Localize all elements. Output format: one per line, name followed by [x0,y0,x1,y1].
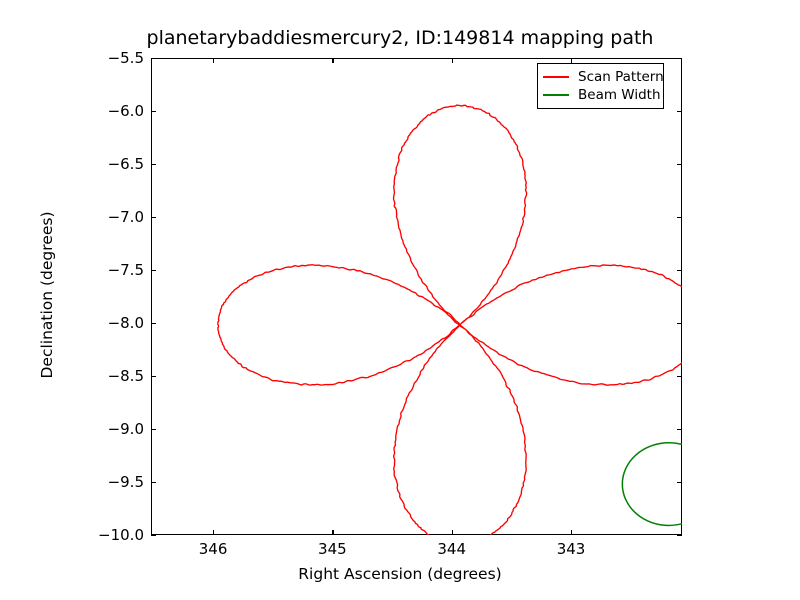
x-tick-label: 343 [556,540,586,558]
legend-entry-beam-width: Beam Width [543,86,661,104]
x-tick [451,58,453,63]
y-tick-label: −7.5 [107,261,144,279]
y-axis-label: Declination (degrees) [38,211,56,379]
y-tick [151,429,156,431]
y-tick-label: −6.5 [107,155,144,173]
legend-swatch-scan-pattern [543,76,569,78]
x-axis-label: Right Ascension (degrees) [298,565,502,583]
y-tick [677,58,682,60]
legend-swatch-beam-width [543,94,569,96]
y-tick [677,217,682,219]
legend-box: Scan Pattern Beam Width [537,63,664,109]
legend-label-beam-width: Beam Width [578,87,661,103]
x-tick-label: 344 [437,540,467,558]
y-tick [151,323,156,325]
y-tick [151,376,156,378]
x-tick [571,530,573,535]
y-tick [677,270,682,272]
y-tick [151,270,156,272]
y-tick [677,482,682,484]
y-tick [677,164,682,166]
beam-width-circle [621,442,682,527]
y-tick-label: −9.5 [107,473,144,491]
y-tick-label: −8.0 [107,314,144,332]
x-tick [332,58,334,63]
legend-label-scan-pattern: Scan Pattern [578,69,664,85]
y-tick-label: −9.0 [107,420,144,438]
y-tick [677,376,682,378]
y-tick [151,164,156,166]
y-tick [151,482,156,484]
page-title: planetarybaddiesmercury2, ID:149814 mapp… [146,27,654,49]
y-tick [151,58,156,60]
y-tick [151,535,156,537]
scan-pattern-trace [217,104,682,535]
y-tick [151,111,156,113]
y-tick [151,217,156,219]
scan-pattern-path [217,104,682,535]
x-tick [571,58,573,63]
y-tick [677,429,682,431]
y-tick-label: −7.0 [107,208,144,226]
y-tick-label: −6.0 [107,102,144,120]
y-tick [677,111,682,113]
y-tick [677,323,682,325]
x-tick [451,530,453,535]
x-tick [332,530,334,535]
y-tick [677,535,682,537]
x-tick-label: 345 [318,540,347,558]
legend-entry-scan-pattern: Scan Pattern [543,68,664,86]
x-tick [213,530,215,535]
plot-area [217,104,682,535]
y-tick-label: −10.0 [98,526,144,544]
x-tick-label: 346 [198,540,228,558]
y-tick-label: −5.5 [107,49,144,67]
x-tick [213,58,215,63]
axes-frame [151,58,682,535]
beam-width-path [621,442,682,527]
y-tick-label: −8.5 [107,367,144,385]
